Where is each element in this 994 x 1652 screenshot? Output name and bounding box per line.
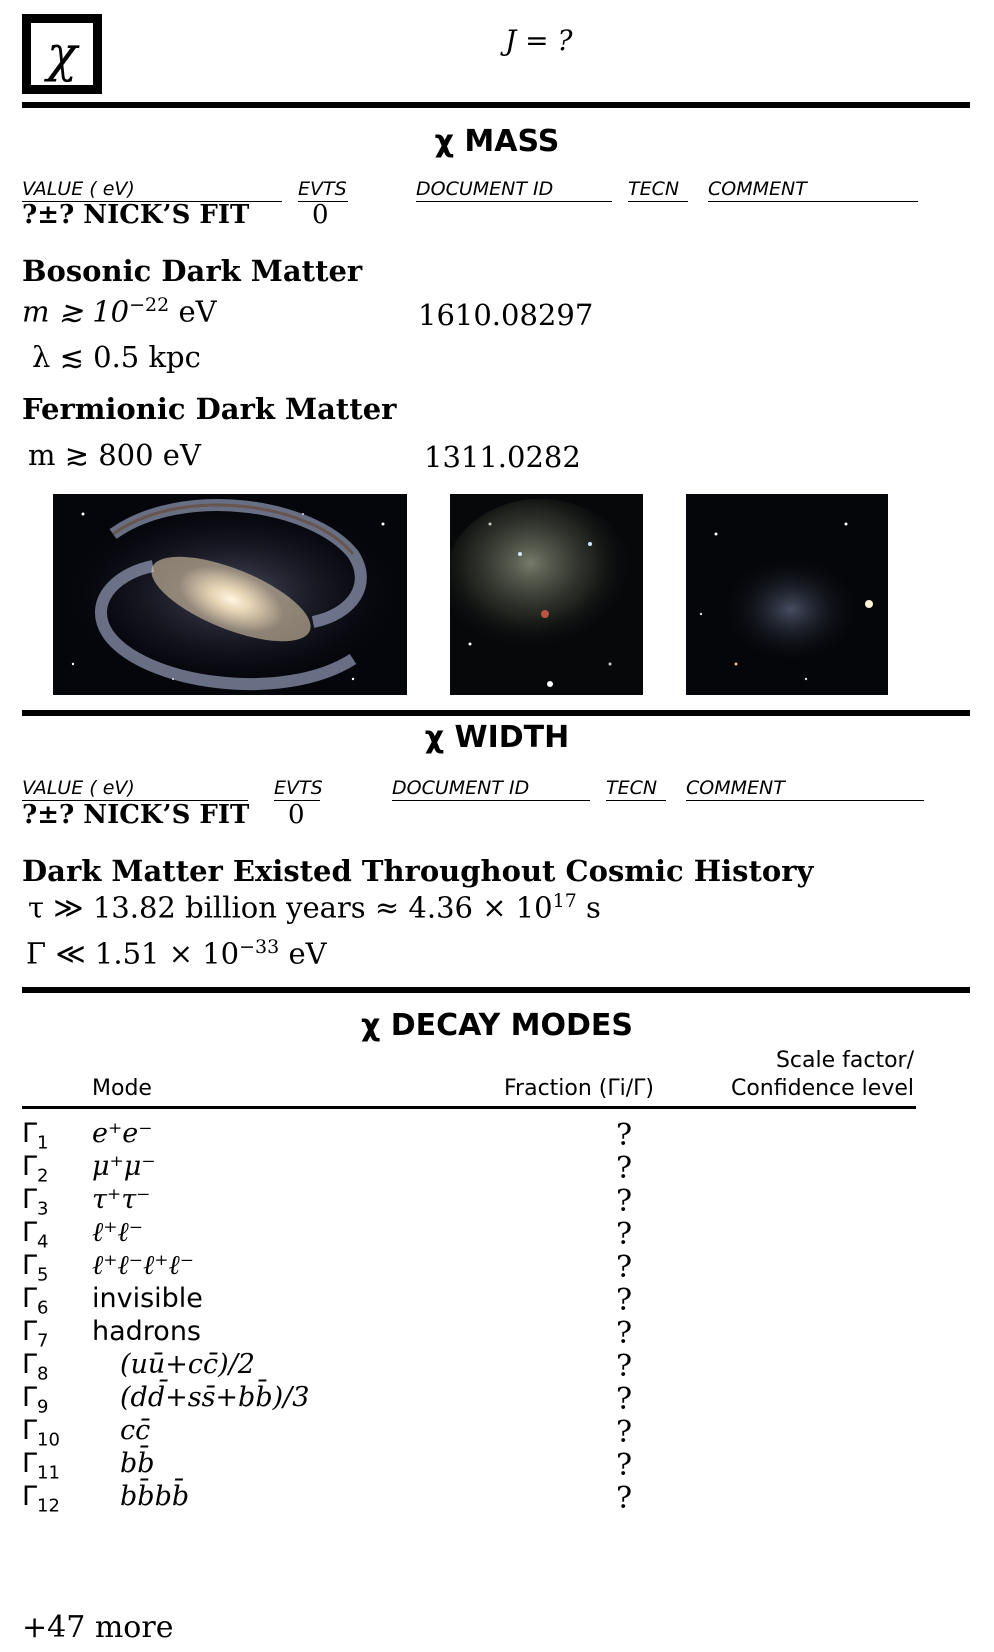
decay-row: Γ1 e⁺e⁻ ? bbox=[22, 1118, 970, 1154]
col-evts: EVTS bbox=[298, 178, 348, 202]
more-modes-link[interactable]: +47 more bbox=[22, 1610, 174, 1645]
irregular-dwarf-galaxy-image bbox=[450, 494, 643, 695]
width-fit-value: ?±? NICK’S FIT bbox=[22, 800, 250, 830]
decay-row: Γ8 (uū+cc̄)/2 ? bbox=[22, 1349, 970, 1385]
barred-spiral-galaxy-image bbox=[53, 494, 407, 695]
decay-mode: invisible bbox=[92, 1283, 203, 1314]
gamma-label: Γ12 bbox=[22, 1481, 60, 1517]
width-bound: Γ ≪ 1.51 × 10−33 eV bbox=[26, 936, 327, 971]
decay-fraction: ? bbox=[616, 1118, 633, 1153]
fermionic-heading: Fermionic Dark Matter bbox=[22, 392, 397, 426]
bosonic-mass-bound: m ≳ 10−22 eV bbox=[22, 294, 217, 329]
col-document-id: DOCUMENT ID bbox=[392, 777, 590, 801]
decay-row: Γ2 μ⁺μ⁻ ? bbox=[22, 1151, 970, 1187]
lifetime-unit: s bbox=[576, 890, 601, 925]
decay-fraction: ? bbox=[616, 1415, 633, 1450]
col-confidence-level: Confidence level bbox=[730, 1076, 914, 1101]
mass-fit-value: ?±? NICK’S FIT bbox=[22, 200, 250, 230]
table-header-rule bbox=[22, 1106, 916, 1109]
bosonic-mass-exp: −22 bbox=[129, 294, 170, 316]
decay-fraction: ? bbox=[616, 1382, 633, 1417]
bosonic-heading: Bosonic Dark Matter bbox=[22, 254, 363, 288]
col-document-id: DOCUMENT ID bbox=[416, 178, 612, 202]
decay-mode: hadrons bbox=[92, 1316, 202, 1347]
col-tecn: TECN bbox=[628, 178, 688, 202]
fermionic-mass-bound: m ≳ 800 eV bbox=[28, 438, 201, 472]
decay-fraction: ? bbox=[616, 1283, 633, 1318]
gamma-label: Γ6 bbox=[22, 1283, 49, 1319]
gamma-label: Γ3 bbox=[22, 1184, 49, 1220]
bosonic-length-bound: λ ≲ 0.5 kpc bbox=[32, 340, 201, 374]
gamma-label: Γ4 bbox=[22, 1217, 49, 1253]
decay-fraction: ? bbox=[616, 1217, 633, 1252]
decay-row: Γ9 (dd̄+ss̄+bb̄)/3 ? bbox=[22, 1382, 970, 1418]
decay-mode: (uū+cc̄)/2 bbox=[120, 1349, 255, 1380]
cosmic-history-heading: Dark Matter Existed Throughout Cosmic Hi… bbox=[22, 854, 814, 888]
decay-title: χ DECAY MODES bbox=[360, 1008, 634, 1043]
chi-logo: χ bbox=[22, 14, 102, 94]
spin-line: J = ? bbox=[505, 24, 573, 57]
col-value: VALUE ( eV) bbox=[22, 178, 282, 202]
lifetime-exp: 17 bbox=[552, 890, 577, 912]
gamma-label: Γ10 bbox=[22, 1415, 60, 1451]
decay-mode: ℓ⁺ℓ⁻ bbox=[92, 1217, 143, 1248]
width-title: χ WIDTH bbox=[424, 720, 570, 755]
decay-fraction: ? bbox=[616, 1151, 633, 1186]
gamma-label: Γ7 bbox=[22, 1316, 49, 1352]
decay-mode: (dd̄+ss̄+bb̄)/3 bbox=[120, 1382, 310, 1413]
mass-fit-evts: 0 bbox=[312, 200, 329, 230]
divider bbox=[22, 710, 970, 716]
col-value: VALUE ( eV) bbox=[22, 777, 248, 801]
decay-row: Γ7 hadrons ? bbox=[22, 1316, 970, 1352]
decay-row: Γ6 invisible ? bbox=[22, 1283, 970, 1319]
col-evts: EVTS bbox=[274, 777, 323, 801]
decay-fraction: ? bbox=[616, 1316, 633, 1351]
decay-mode: e⁺e⁻ bbox=[92, 1118, 153, 1149]
bosonic-mass-unit: eV bbox=[169, 294, 217, 329]
gamma-label: Γ11 bbox=[22, 1448, 60, 1484]
decay-row: Γ3 τ⁺τ⁻ ? bbox=[22, 1184, 970, 1220]
col-comment: COMMENT bbox=[686, 777, 924, 801]
gamma-label: Γ2 bbox=[22, 1151, 49, 1187]
width-unit: eV bbox=[279, 936, 327, 971]
col-scale-factor: Scale factor/ bbox=[775, 1048, 914, 1073]
decay-fraction: ? bbox=[616, 1250, 633, 1285]
decay-fraction: ? bbox=[616, 1448, 633, 1483]
width-exp: −33 bbox=[239, 936, 280, 958]
decay-mode: cc̄ bbox=[120, 1415, 151, 1446]
gamma-label: Γ8 bbox=[22, 1349, 49, 1385]
divider bbox=[22, 102, 970, 108]
decay-row: Γ5 ℓ⁺ℓ⁻ℓ⁺ℓ⁻ ? bbox=[22, 1250, 970, 1286]
decay-row: Γ4 ℓ⁺ℓ⁻ ? bbox=[22, 1217, 970, 1253]
gamma-label: Γ5 bbox=[22, 1250, 49, 1286]
decay-row: Γ11 bb̄ ? bbox=[22, 1448, 970, 1484]
gamma-label: Γ1 bbox=[22, 1118, 49, 1154]
decay-mode: τ⁺τ⁻ bbox=[92, 1184, 151, 1215]
lifetime-bound: τ ≫ 13.82 billion years ≈ 4.36 × 1017 s bbox=[28, 890, 601, 925]
col-tecn: TECN bbox=[606, 777, 666, 801]
decay-mode: μ⁺μ⁻ bbox=[92, 1151, 156, 1182]
col-comment: COMMENT bbox=[708, 178, 918, 202]
chi-symbol: χ bbox=[46, 25, 78, 83]
col-mode: Mode bbox=[92, 1076, 152, 1101]
mass-title: χ MASS bbox=[434, 124, 560, 159]
decay-mode: bb̄bb̄ bbox=[120, 1481, 190, 1512]
col-fraction: Fraction (Γi/Γ) bbox=[504, 1076, 655, 1101]
divider bbox=[22, 987, 970, 993]
bosonic-doc-id: 1610.08297 bbox=[418, 298, 594, 332]
spheroidal-dwarf-galaxy-image bbox=[686, 494, 888, 695]
gamma-label: Γ9 bbox=[22, 1382, 49, 1418]
decay-row: Γ12 bb̄bb̄ ? bbox=[22, 1481, 970, 1517]
decay-fraction: ? bbox=[616, 1481, 633, 1516]
bosonic-mass-lhs: m ≳ 10 bbox=[22, 294, 130, 329]
width-fit-evts: 0 bbox=[288, 800, 305, 830]
lifetime-lhs: τ ≫ 13.82 billion years ≈ 4.36 × 10 bbox=[28, 890, 553, 925]
width-lhs: Γ ≪ 1.51 × 10 bbox=[26, 936, 240, 971]
decay-fraction: ? bbox=[616, 1184, 633, 1219]
fermionic-doc-id: 1311.0282 bbox=[424, 440, 581, 474]
decay-mode: ℓ⁺ℓ⁻ℓ⁺ℓ⁻ bbox=[92, 1250, 194, 1281]
decay-fraction: ? bbox=[616, 1349, 633, 1384]
decay-row: Γ10 cc̄ ? bbox=[22, 1415, 970, 1451]
decay-mode: bb̄ bbox=[120, 1448, 155, 1479]
